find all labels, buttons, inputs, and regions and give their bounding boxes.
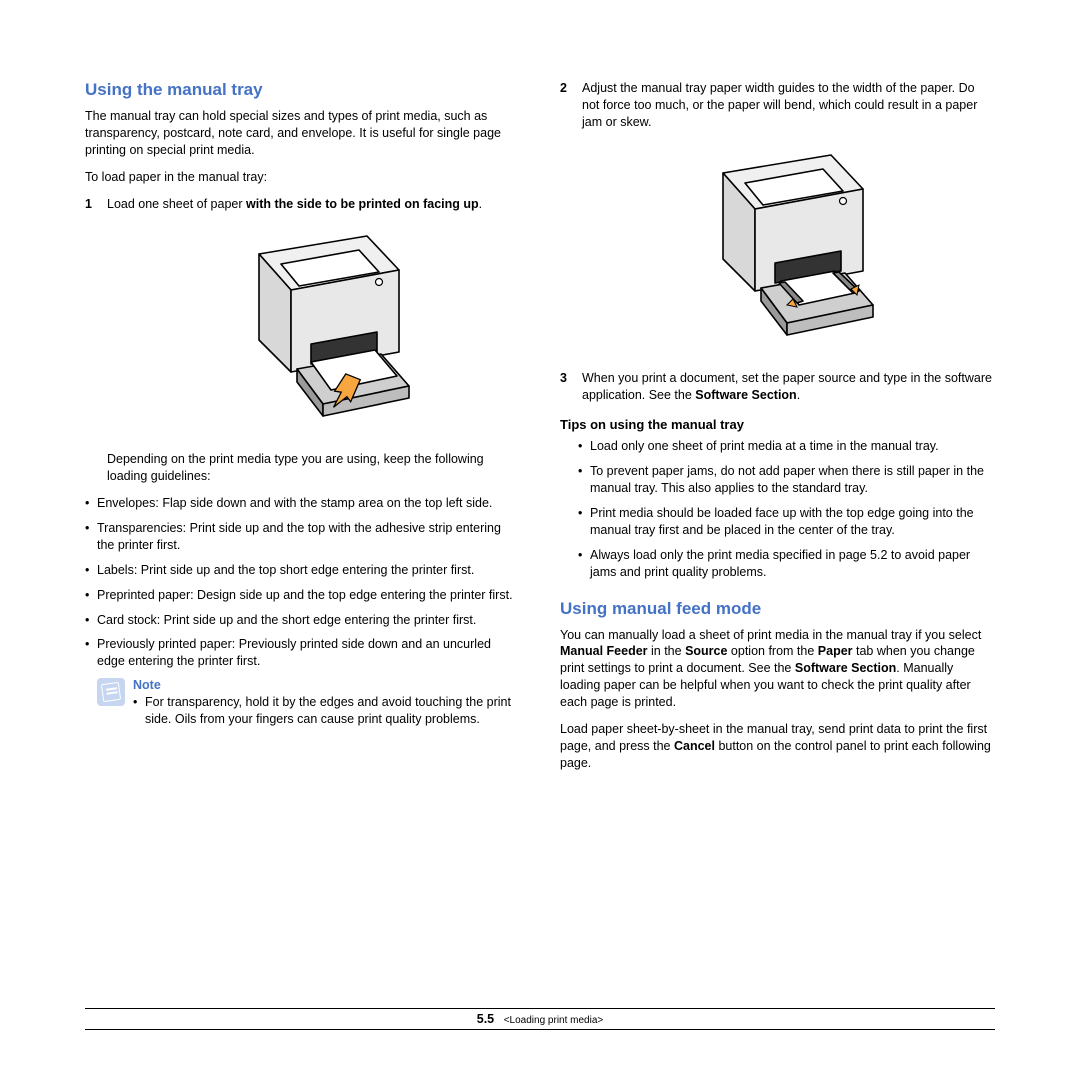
list-item: Previously printed paper: Previously pri…: [85, 636, 520, 670]
list-item: Load only one sheet of print media at a …: [578, 438, 995, 455]
feed-paragraph-2: Load paper sheet-by-sheet in the manual …: [560, 721, 995, 772]
step-2: 2 Adjust the manual tray paper width gui…: [560, 80, 995, 131]
list-item: Always load only the print media specifi…: [578, 547, 995, 581]
list-item: Print media should be loaded face up wit…: [578, 505, 995, 539]
step-2-number: 2: [560, 80, 572, 131]
list-item: Envelopes: Flap side down and with the s…: [85, 495, 520, 512]
note-block: Note For transparency, hold it by the ed…: [85, 678, 520, 736]
list-item: Transparencies: Print side up and the to…: [85, 520, 520, 554]
right-column: 2 Adjust the manual tray paper width gui…: [560, 80, 995, 782]
to-load-paragraph: To load paper in the manual tray:: [85, 169, 520, 186]
intro-paragraph: The manual tray can hold special sizes a…: [85, 108, 520, 159]
guidelines-list: Envelopes: Flap side down and with the s…: [85, 495, 520, 670]
heading-tips: Tips on using the manual tray: [560, 417, 995, 432]
step-1: 1 Load one sheet of paper with the side …: [85, 196, 520, 213]
list-item: To prevent paper jams, do not add paper …: [578, 463, 995, 497]
list-item: Labels: Print side up and the top short …: [85, 562, 520, 579]
left-column: Using the manual tray The manual tray ca…: [85, 80, 520, 782]
figure-printer-1: [85, 224, 520, 437]
step-1-number: 1: [85, 196, 97, 213]
note-title: Note: [133, 678, 520, 692]
figure-printer-2: [560, 143, 995, 356]
heading-manual-tray: Using the manual tray: [85, 80, 520, 100]
note-item: For transparency, hold it by the edges a…: [133, 694, 520, 728]
page-footer: 5.5 <Loading print media>: [85, 1008, 995, 1030]
tips-list: Load only one sheet of print media at a …: [560, 438, 995, 580]
step-3-number: 3: [560, 370, 572, 404]
step-2-text: Adjust the manual tray paper width guide…: [582, 80, 995, 131]
heading-manual-feed: Using manual feed mode: [560, 599, 995, 619]
list-item: Preprinted paper: Design side up and the…: [85, 587, 520, 604]
depending-paragraph: Depending on the print media type you ar…: [85, 451, 520, 485]
list-item: Card stock: Print side up and the short …: [85, 612, 520, 629]
note-icon: [97, 678, 125, 706]
step-3-text: When you print a document, set the paper…: [582, 370, 995, 404]
step-1-text: Load one sheet of paper with the side to…: [107, 196, 520, 213]
footer-chapter: <Loading print media>: [504, 1015, 604, 1026]
step-3: 3 When you print a document, set the pap…: [560, 370, 995, 404]
note-body: Note For transparency, hold it by the ed…: [133, 678, 520, 736]
feed-paragraph-1: You can manually load a sheet of print m…: [560, 627, 995, 711]
